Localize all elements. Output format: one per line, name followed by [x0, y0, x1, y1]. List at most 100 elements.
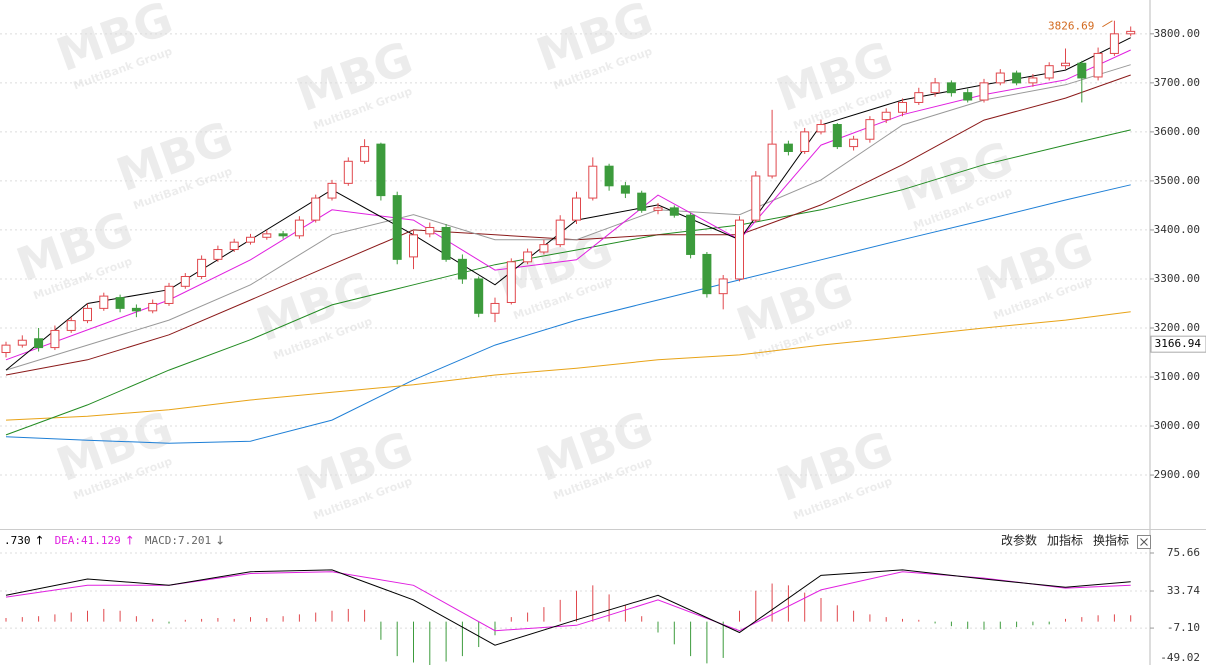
candle-body	[474, 278, 484, 314]
candle-body	[1, 344, 11, 353]
candle-body	[360, 146, 370, 162]
y-tick-label: 3800.00	[1154, 27, 1200, 40]
candle-body	[50, 329, 60, 349]
indicator-value: MACD:7.201	[145, 534, 211, 547]
indicator-arrow: ↓	[215, 534, 225, 548]
candle-body	[294, 219, 304, 237]
candle-body	[229, 241, 239, 251]
y-tick-label: 3300.00	[1154, 272, 1200, 285]
y-tick-label: 3100.00	[1154, 370, 1200, 383]
y-tick-label: 3600.00	[1154, 125, 1200, 138]
candle-body	[555, 219, 565, 246]
candle-body	[767, 143, 777, 177]
candle-body	[392, 195, 402, 260]
grid-layer	[0, 33, 1150, 629]
candle-body	[523, 251, 533, 263]
candle-body	[832, 124, 842, 148]
candle-body	[718, 278, 728, 295]
indicator-arrow: ↑	[35, 534, 45, 548]
ma-line	[5, 129, 1131, 436]
candle-body	[327, 182, 337, 199]
candle-body	[148, 302, 158, 312]
candle-body	[115, 297, 125, 309]
candle-body	[539, 244, 549, 253]
candle-body	[278, 233, 288, 237]
candle-body	[914, 92, 924, 103]
candle-body	[588, 165, 598, 199]
y-tick-label: -7.10	[1167, 621, 1200, 634]
candle-body	[343, 160, 353, 184]
indicator-header: .730 ↑ DEA:41.129 ↑ MACD:7.201 ↓ 改参数 加指标 换指标	[4, 533, 1129, 548]
candle-body	[1061, 62, 1070, 67]
close-button[interactable]	[1137, 535, 1151, 549]
ma-line	[5, 569, 1131, 646]
candle-body	[1077, 62, 1087, 79]
candle-body	[865, 119, 875, 140]
candle-body	[751, 175, 761, 221]
candle-body	[930, 82, 940, 94]
candle-body	[66, 320, 76, 331]
candle-body	[669, 207, 679, 216]
candle-body	[164, 285, 174, 304]
candle-body	[197, 258, 207, 278]
candle-body	[963, 92, 973, 101]
y-tick-label: -49.02	[1160, 651, 1200, 664]
candle-body	[262, 233, 272, 238]
candle-body	[17, 339, 27, 346]
indicator-value: DEA:41.129	[55, 534, 121, 547]
candle-body	[946, 82, 956, 94]
candle-body	[572, 197, 581, 221]
y-tick-label: 3000.00	[1154, 419, 1200, 432]
candle-body	[83, 307, 92, 322]
y-tick-label: 3700.00	[1154, 76, 1200, 89]
candle-body	[816, 124, 826, 133]
candle-body	[180, 276, 190, 287]
candle-body	[311, 197, 321, 221]
candle-body	[246, 236, 255, 243]
close-icon[interactable]	[1140, 538, 1148, 546]
candle-body	[1044, 65, 1054, 79]
candle-body	[979, 82, 989, 101]
plot-layer: 3826.69	[1, 20, 1136, 665]
y-tick-label: 2900.00	[1154, 468, 1200, 481]
y-tick-label: 3200.00	[1154, 321, 1200, 334]
candle-body	[441, 226, 451, 260]
candle-body	[425, 226, 435, 235]
candle-body	[376, 143, 386, 197]
candle-body	[213, 249, 223, 260]
candle-body	[1012, 72, 1022, 84]
candle-body	[1093, 52, 1103, 78]
ma-line	[5, 184, 1131, 444]
indicator-arrow: ↑	[125, 534, 135, 548]
price-marker: 3166.94	[1155, 337, 1202, 350]
candle-body	[620, 185, 630, 194]
y-tick-label: 3400.00	[1154, 223, 1200, 236]
indicator-button[interactable]: 换指标	[1093, 533, 1129, 548]
ma-line	[5, 49, 1131, 361]
axis-layer: 2900.00 3000.00 3100.00 3200.00 3300.00 3400.…	[1150, 27, 1206, 664]
candle-body	[686, 214, 696, 255]
candle-body	[800, 131, 810, 152]
indicator-button[interactable]: 改参数	[1001, 533, 1037, 548]
candle-body	[637, 192, 647, 211]
candle-body	[702, 253, 712, 295]
candle-body	[849, 138, 859, 148]
candle-body	[1126, 30, 1136, 35]
y-tick-label: 75.66	[1167, 546, 1200, 559]
high-annotation: 3826.69	[1048, 20, 1094, 33]
candle-body	[735, 219, 744, 280]
y-tick-label: 33.74	[1167, 584, 1200, 597]
candle-body	[34, 338, 44, 349]
candle-body	[506, 261, 516, 303]
price-marker-box	[1150, 335, 1206, 353]
annotation-arrow	[1102, 20, 1113, 28]
candle-body	[881, 111, 891, 121]
candle-body	[131, 307, 141, 312]
y-tick-label: 3500.00	[1154, 174, 1200, 187]
indicator-button[interactable]: 加指标	[1047, 533, 1083, 548]
candle-body	[1109, 33, 1119, 54]
candle-body	[995, 72, 1005, 84]
candle-body	[457, 258, 467, 280]
